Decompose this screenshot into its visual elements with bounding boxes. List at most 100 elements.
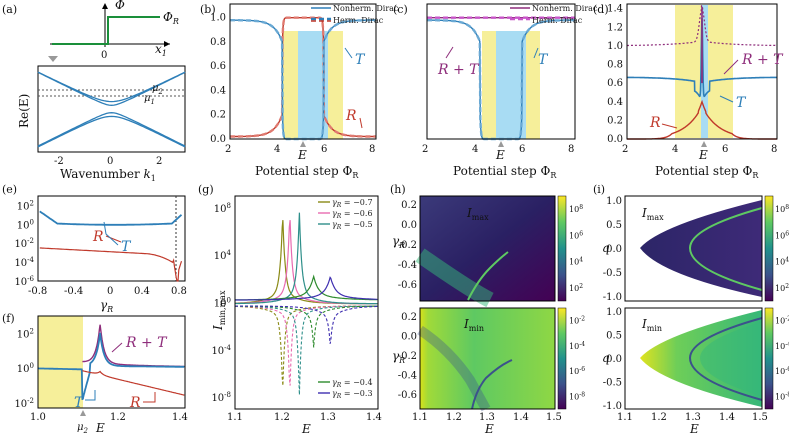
i-bottom-colorbar: [764, 307, 774, 410]
h-bottom-heatmap: [420, 308, 555, 409]
i-bottom-cbar-ticks: 10-2 10-4 10-6 10-8: [775, 316, 789, 402]
i-top-cbar-tick-2: 104: [775, 257, 789, 267]
e-T-curve: [39, 210, 183, 226]
h-top-title: Imax: [466, 206, 489, 222]
phi-axis-arrow: [102, 3, 108, 9]
d-ytick-1: 0.2: [607, 115, 623, 126]
g-frame: [234, 195, 379, 410]
panel-i-label: (i): [593, 183, 605, 196]
f-xtick-2: 1.4: [172, 412, 188, 423]
i-bottom-cbar-tick-0: 10-2: [775, 316, 789, 326]
b-E-label: E: [297, 148, 307, 162]
b-xtick-3: 8: [369, 144, 375, 155]
band-2: [37, 112, 186, 147]
h-bottom-ytick-2: -0.2: [398, 351, 417, 362]
h-bottom-cbar-tick-0: 10-2: [569, 316, 585, 326]
g-legend-top-2: γR = −0.5: [332, 220, 373, 231]
h-top-ridge: [467, 251, 509, 301]
panel-b: (b) Nonherm. Dirac Herm. Dirac T R 0.00.…: [200, 3, 399, 180]
panel-h-label: (h): [390, 183, 406, 196]
i-bottom-ridge: [688, 317, 763, 401]
a-xtick-2: 2: [156, 156, 162, 167]
h-bottom-ridge: [471, 359, 513, 410]
panel-a-label: (a): [2, 3, 17, 16]
i-xtick-2: 1.3: [685, 412, 701, 423]
h-top-ylabel: γR: [392, 234, 405, 250]
e-xtick-4: 0.8: [171, 286, 187, 297]
e-ytick-0: 102: [17, 199, 34, 212]
c-xtick-0: 2: [422, 144, 428, 155]
h-bottom-cbar-tick-1: 10-4: [569, 341, 585, 351]
panel-d: (d) R + T T R 0.0 0.2 0.4 0.6 0.8 1.0 1.2 1.4 2…: [593, 3, 784, 180]
phi-r-label: ΦR: [163, 10, 179, 26]
g-ytick-2: 100: [214, 297, 231, 310]
g-ylabel: Imin,max: [211, 290, 227, 331]
h-xtick-4: 1.5: [546, 412, 562, 423]
a-xtick-1: 0: [107, 156, 113, 167]
i-xtick-3: 1.4: [719, 412, 735, 423]
i-bottom-inner: [700, 322, 762, 396]
i-top-cbar-tick-3: 102: [775, 283, 789, 293]
h-yticks: 0.2 0.0 -0.2 -0.4 -0.6: [398, 200, 417, 291]
g-lower-4: [235, 305, 378, 344]
h-bottom-frame: [419, 307, 556, 410]
h-xtick-3: 1.4: [513, 412, 529, 423]
b-R-arrow: [359, 117, 363, 129]
h-xtick-1: 1.2: [446, 412, 462, 423]
h-top-heatmap: [420, 196, 555, 301]
h-top-cbar-tick-3: 102: [569, 283, 583, 293]
g-ytick-4: 10-8: [211, 391, 231, 404]
e-xtick-3: 0.4: [134, 286, 150, 297]
x1-axis-label: x1: [155, 42, 167, 58]
f-T-curve: [38, 332, 185, 401]
h-top-ytick-3: -0.4: [398, 260, 417, 271]
e-frame: [37, 195, 186, 282]
panel-b-label: (b): [200, 3, 216, 16]
e-R-arrow: [105, 235, 122, 243]
panel-e: (e) R T 102 100 10-2 10-4 10-6 -0.8 -0.4 0 0…: [2, 183, 187, 314]
i-bottom-ylabel: q: [602, 351, 610, 365]
b-T-label: T: [355, 52, 366, 68]
g-legend-bottom: γR = −0.4γR = −0.3: [318, 378, 373, 400]
g-upper-4: [235, 276, 378, 301]
g-lower-3: [235, 305, 378, 348]
i-top-title: Imax: [641, 206, 664, 222]
h-top-cbar-tick-1: 106: [569, 230, 583, 240]
h-bottom-cbar-ticks: 10-2 10-4 10-6 10-8: [569, 316, 585, 402]
d-E-arrow: [701, 141, 707, 147]
g-ytick-3: 10-4: [211, 344, 231, 357]
h-top-ytick-2: -0.2: [398, 240, 417, 251]
panel-a: (a) Φ ΦR 0 x1 μ2 μ1 Re(E) -2 0 2 Wavenum…: [2, 0, 186, 183]
b-E-arrow: [300, 141, 306, 147]
d-ytick-3: 0.6: [607, 78, 623, 89]
g-legend-top: γR = −0.7γR = −0.6γR = −0.5: [318, 198, 373, 231]
g-legend-bottom-0: γR = −0.4: [332, 378, 373, 389]
f-yticks: 102 100 10-2: [14, 327, 34, 409]
d-R-arrow: [661, 123, 678, 129]
re-e-axis-label: Re(E): [17, 94, 31, 128]
i-top-cbar-ticks: 108 106 104 102: [775, 204, 789, 293]
d-xtick-2: 6: [722, 144, 728, 155]
e-T-label: T: [121, 239, 132, 255]
g-upper-3: [235, 274, 378, 301]
c-T-arrow: [533, 47, 539, 59]
g-upper-2: [235, 212, 378, 305]
h-bottom-cbar-tick-3: 10-8: [569, 391, 585, 401]
d-ytick-7: 1.4: [607, 4, 623, 15]
i-top-cbar-tick-0: 108: [775, 204, 789, 214]
g-lower-1: [235, 305, 378, 386]
b-frame: [229, 3, 377, 140]
h-xlabel: E: [484, 422, 494, 436]
h-bottom-ylabel: γR: [392, 349, 405, 365]
h-bottom-ytick-0: 0.2: [401, 312, 417, 323]
b-bg-left: [230, 31, 263, 139]
e-xlabel: γR: [100, 298, 113, 314]
panel-c: (c) Nonherm. Dirac Herm. Dirac R + T T 2…: [393, 3, 598, 180]
f-xtick-1: 1.2: [110, 412, 126, 423]
c-RT-label: R + T: [437, 62, 480, 78]
b-ytick-4: 0.8: [210, 37, 226, 48]
arrow-marker-a: [48, 56, 58, 62]
d-RT-arrow: [723, 59, 739, 75]
h-bottom-ytick-4: -0.6: [398, 390, 417, 401]
b-legend-0: Nonherm. Dirac: [333, 4, 399, 13]
